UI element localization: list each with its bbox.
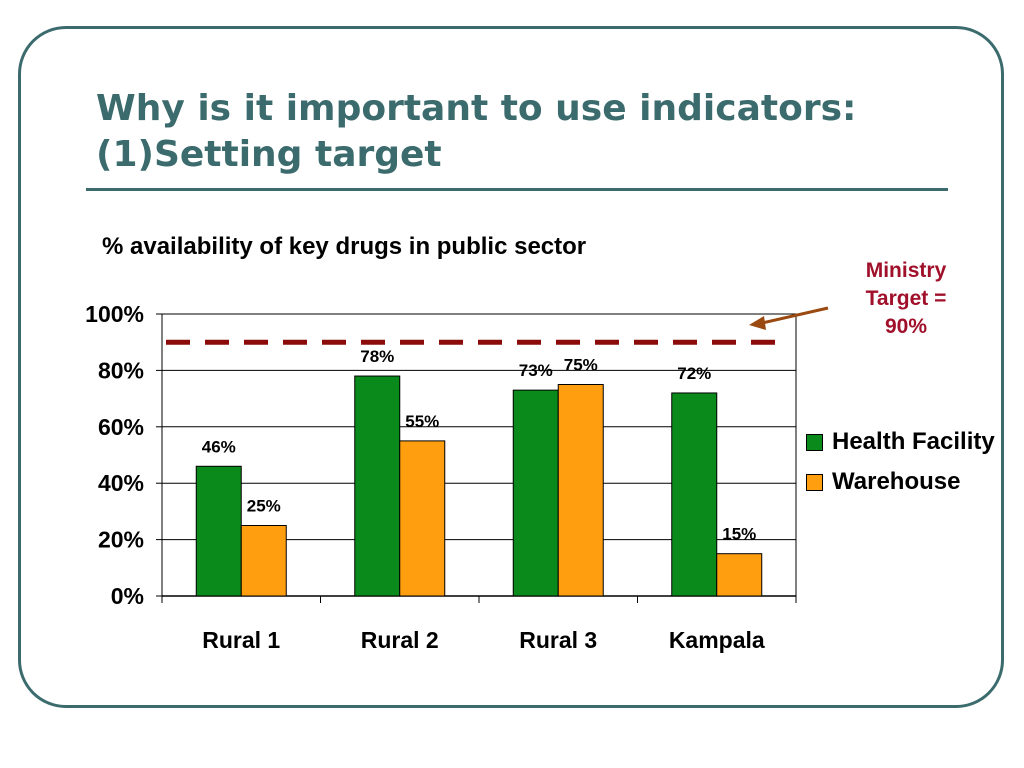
bar bbox=[557, 384, 604, 597]
bar bbox=[399, 440, 446, 597]
callout-line-3: 90% bbox=[884, 315, 928, 338]
legend-swatch-health-facility bbox=[806, 433, 823, 451]
y-tick-label: 80% bbox=[98, 357, 144, 383]
bar bbox=[671, 392, 718, 597]
legend-item-health-facility: Health Facility bbox=[806, 422, 995, 462]
x-tick-label: Rural 3 bbox=[519, 627, 597, 653]
data-label: 15% bbox=[722, 525, 756, 544]
x-tick-label: Kampala bbox=[669, 627, 765, 653]
callout-line-1: Ministry bbox=[865, 259, 947, 282]
data-label: 55% bbox=[405, 412, 439, 431]
data-label: 75% bbox=[564, 356, 598, 375]
y-tick-label: 100% bbox=[85, 301, 144, 327]
bar bbox=[240, 525, 287, 597]
y-tick-label: 20% bbox=[98, 527, 144, 553]
target-callout: Ministry Target = 90% bbox=[846, 257, 966, 341]
bar bbox=[195, 465, 242, 597]
y-tick-label: 0% bbox=[111, 583, 144, 609]
callout-arrow-head bbox=[749, 316, 766, 330]
chart-title: % availability of key drugs in public se… bbox=[102, 233, 587, 260]
data-label: 25% bbox=[247, 497, 281, 516]
callout-arrow-shaft bbox=[761, 306, 829, 325]
data-label: 72% bbox=[677, 364, 711, 383]
x-tick-label: Rural 2 bbox=[361, 627, 439, 653]
callout-line-2: Target = bbox=[865, 287, 947, 310]
legend-item-warehouse: Warehouse bbox=[806, 462, 995, 502]
legend-label-health-facility: Health Facility bbox=[832, 428, 995, 455]
title-underline bbox=[86, 188, 948, 191]
bar bbox=[512, 389, 559, 597]
legend-swatch-warehouse bbox=[806, 473, 823, 491]
x-tick-label: Rural 1 bbox=[202, 627, 280, 653]
chart-legend: Health Facility Warehouse bbox=[806, 422, 995, 502]
data-label: 73% bbox=[519, 361, 553, 380]
legend-label-warehouse: Warehouse bbox=[832, 468, 961, 495]
slide-title-line-1: Why is it important to use indicators: bbox=[96, 88, 857, 129]
bar bbox=[716, 553, 763, 597]
y-tick-label: 40% bbox=[98, 470, 144, 496]
bar bbox=[354, 375, 401, 597]
slide-title-line-2: (1)Setting target bbox=[96, 134, 442, 175]
data-label: 46% bbox=[202, 437, 236, 456]
y-tick-label: 60% bbox=[98, 414, 144, 440]
data-label: 78% bbox=[360, 347, 394, 366]
slide-title: Why is it important to use indicators: (… bbox=[96, 86, 956, 178]
